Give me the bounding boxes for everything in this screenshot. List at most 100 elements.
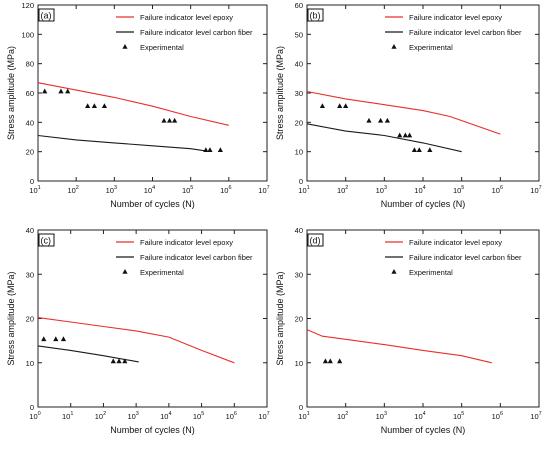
y-tick-label: 20	[26, 148, 34, 157]
experimental-point	[101, 103, 108, 108]
legend-label: Failure indicator level epoxy	[409, 13, 502, 22]
series-line	[306, 329, 492, 364]
experimental-point	[327, 358, 333, 364]
x-tick-label-exponent: 3	[114, 185, 117, 191]
experimental-point	[217, 147, 223, 152]
x-tick-label: 101	[62, 411, 73, 421]
legend-label: Failure indicator level epoxy	[409, 238, 502, 247]
legend-label: Failure indicator level carbon fiber	[140, 253, 253, 262]
experimental-point	[366, 117, 372, 123]
x-tick-label-base: 10	[106, 186, 114, 195]
experimental-point	[166, 117, 173, 123]
x-tick-label: 105	[182, 185, 193, 195]
x-tick-label: 105	[453, 185, 464, 195]
x-tick-label-exponent: 4	[152, 185, 155, 191]
x-tick-label-exponent: 7	[267, 185, 270, 191]
experimental-point	[203, 147, 209, 152]
experimental-point	[322, 358, 329, 364]
x-tick-label-exponent: 1	[307, 185, 310, 191]
x-tick-label-base: 10	[298, 412, 306, 421]
legend-label: Failure indicator level carbon fiber	[140, 28, 253, 37]
x-tick-label-exponent: 2	[345, 411, 348, 417]
x-tick-label-base: 10	[29, 412, 37, 421]
panel-label-box	[38, 8, 55, 22]
panel-label-box	[38, 233, 55, 247]
legend-marker	[122, 44, 128, 49]
x-tick-label-base: 10	[492, 412, 500, 421]
x-tick-label: 103	[106, 185, 117, 195]
x-tick-label: 101	[29, 185, 40, 195]
x-tick-label-exponent: 1	[70, 411, 73, 417]
panel-label-box	[307, 233, 324, 247]
y-tick-label: 20	[295, 118, 303, 127]
y-tick-label: 30	[295, 270, 303, 279]
x-tick-label-base: 10	[453, 412, 461, 421]
experimental-point	[397, 132, 403, 138]
x-tick-label: 100	[29, 411, 40, 421]
x-tick-label: 107	[530, 411, 541, 421]
y-axis-label: Stress amplitude (MPa)	[275, 46, 285, 140]
x-tick-label-base: 10	[258, 412, 266, 421]
series-line	[306, 90, 501, 135]
experimental-point	[416, 147, 422, 152]
experimental-point	[85, 103, 91, 108]
y-tick-label: 30	[295, 89, 303, 98]
experimental-point	[377, 117, 384, 123]
experimental-point	[402, 132, 408, 138]
x-tick-label: 103	[376, 411, 387, 421]
experimental-point	[319, 103, 325, 108]
x-tick-label: 105	[193, 411, 204, 421]
x-tick-label-base: 10	[95, 412, 103, 421]
x-tick-label: 107	[258, 411, 269, 421]
experimental-point	[411, 147, 418, 152]
y-tick-label: 60	[295, 1, 303, 10]
y-tick-label: 40	[26, 226, 34, 235]
x-tick-label: 104	[414, 185, 425, 195]
experimental-point	[91, 103, 97, 108]
x-tick-label-base: 10	[258, 186, 266, 195]
x-tick-label: 106	[492, 185, 503, 195]
x-tick-label: 104	[414, 411, 425, 421]
experimental-point	[172, 117, 178, 123]
x-tick-label: 102	[337, 185, 348, 195]
experimental-point	[53, 336, 59, 342]
x-axis-label: Number of cycles (N)	[381, 199, 466, 209]
legend-marker	[391, 269, 397, 274]
series-line	[37, 134, 206, 152]
experimental-point	[58, 88, 64, 94]
x-tick-label-base: 10	[414, 186, 422, 195]
x-tick-label-base: 10	[337, 412, 345, 421]
experimental-point	[110, 358, 116, 364]
y-tick-label: 10	[295, 148, 303, 157]
chart-panel-b: 101 102 103 104 105 106 1070102030405060Number…	[275, 1, 542, 209]
y-tick-label: 0	[299, 177, 303, 186]
x-tick-label: 104	[160, 411, 171, 421]
experimental-point	[384, 117, 390, 123]
legend-label: Experimental	[409, 268, 453, 277]
x-tick-label-base: 10	[414, 412, 422, 421]
chart-panel-c: 100 101 102 103 104 105 106 107010203040Number …	[6, 226, 270, 435]
y-tick-label: 20	[295, 315, 303, 324]
x-tick-label-base: 10	[220, 186, 228, 195]
x-tick-label-base: 10	[62, 412, 70, 421]
series-line	[306, 123, 462, 153]
series-line	[37, 345, 139, 363]
panel-label: (a)	[41, 11, 52, 21]
x-tick-label: 101	[298, 411, 309, 421]
experimental-point	[42, 88, 48, 94]
x-axis-label: Number of cycles (N)	[110, 425, 195, 435]
legend-label: Experimental	[140, 268, 184, 277]
x-tick-label: 106	[220, 185, 231, 195]
x-tick-label-exponent: 3	[384, 411, 387, 417]
x-tick-label-exponent: 7	[267, 411, 270, 417]
legend-label: Experimental	[409, 43, 453, 52]
experimental-point	[116, 358, 122, 364]
x-tick-label-base: 10	[530, 186, 538, 195]
x-tick-label-base: 10	[453, 186, 461, 195]
panel-label-box	[307, 8, 324, 22]
x-tick-label-exponent: 5	[461, 185, 464, 191]
y-tick-label: 40	[295, 60, 303, 69]
y-axis-label: Stress amplitude (MPa)	[6, 46, 16, 140]
x-tick-label-exponent: 4	[423, 411, 426, 417]
